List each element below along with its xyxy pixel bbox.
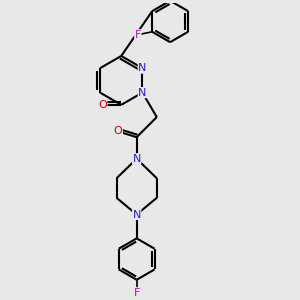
Text: N: N [133, 154, 141, 164]
Text: F: F [135, 30, 141, 40]
Text: F: F [134, 288, 140, 298]
Text: N: N [138, 63, 147, 73]
Text: O: O [98, 100, 107, 110]
Text: N: N [138, 88, 147, 98]
Text: N: N [133, 209, 141, 220]
Text: O: O [114, 126, 122, 136]
